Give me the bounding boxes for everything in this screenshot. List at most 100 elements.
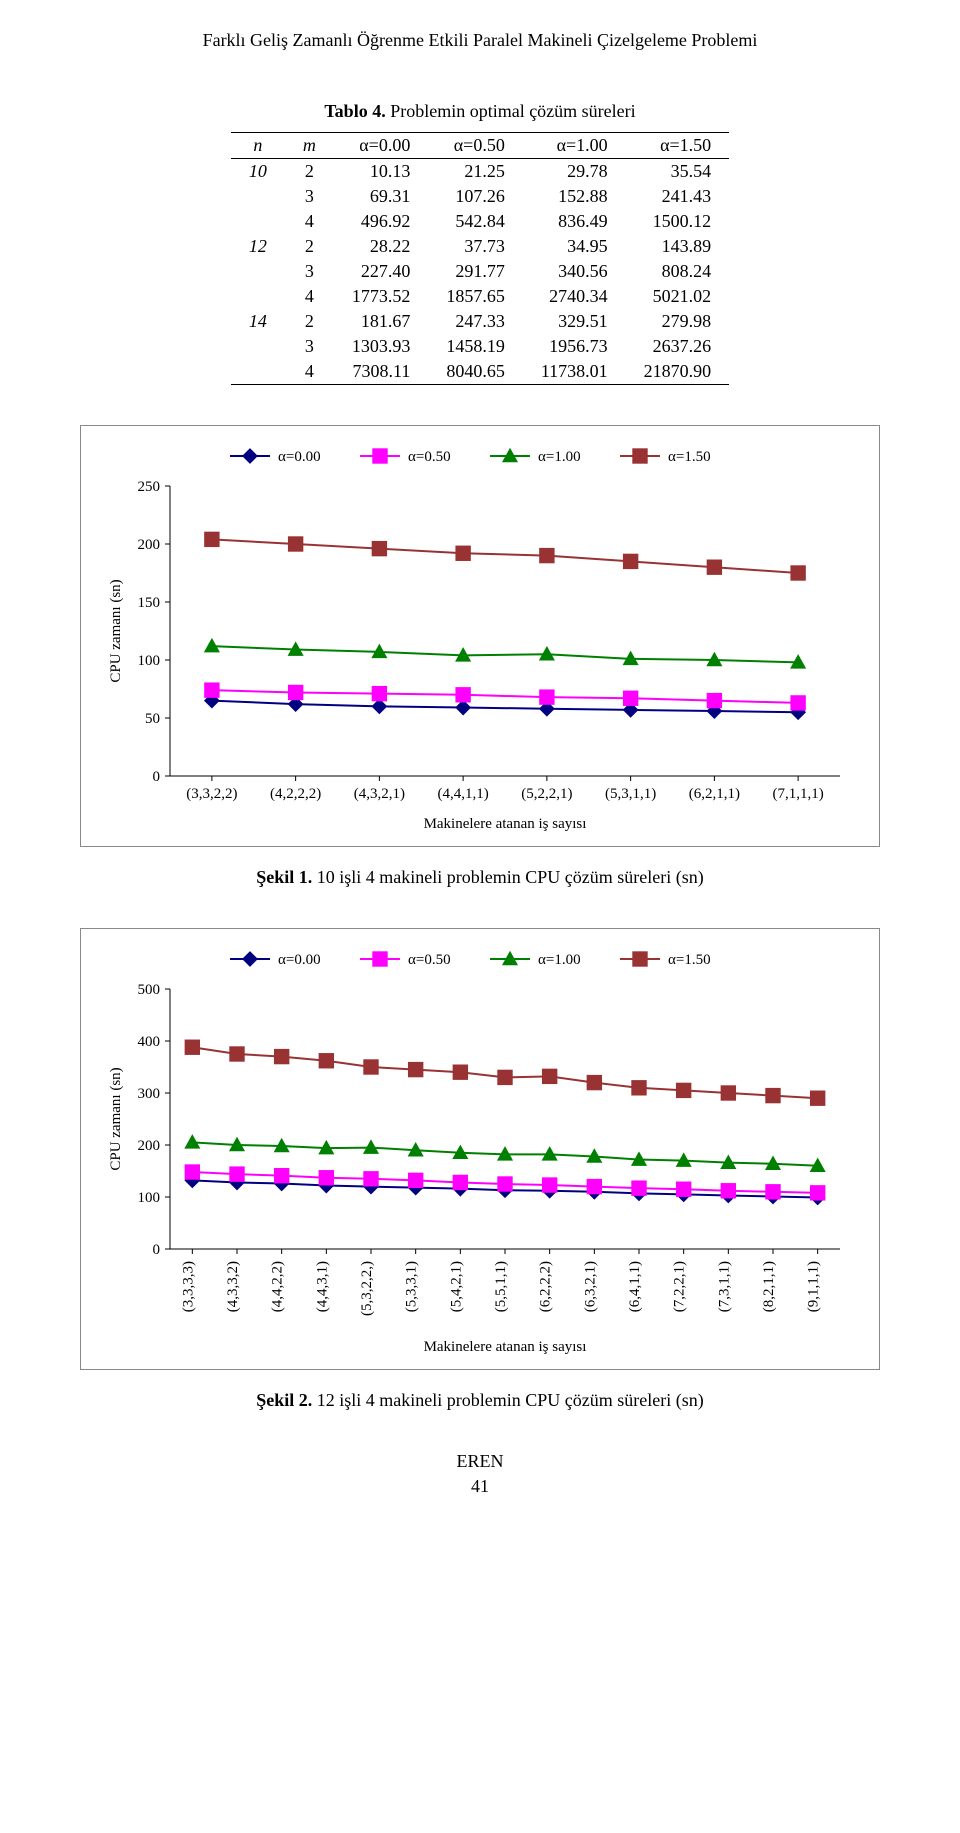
cell-value: 8040.65 xyxy=(428,359,523,385)
svg-text:0: 0 xyxy=(153,769,161,785)
cell-m: 2 xyxy=(285,309,334,334)
cell-value: 808.24 xyxy=(626,259,730,284)
cell-m: 3 xyxy=(285,334,334,359)
svg-text:100: 100 xyxy=(138,653,161,669)
cell-value: 11738.01 xyxy=(523,359,626,385)
cell-n xyxy=(231,184,285,209)
table-row: 142181.67247.33329.51279.98 xyxy=(231,309,729,334)
cell-value: 10.13 xyxy=(334,159,429,185)
cell-value: 340.56 xyxy=(523,259,626,284)
th-a0: α=0.00 xyxy=(334,133,429,159)
svg-text:(5,3,1,1): (5,3,1,1) xyxy=(605,786,656,802)
th-n: n xyxy=(231,133,285,159)
svg-text:α=0.50: α=0.50 xyxy=(408,952,451,968)
svg-text:(6,4,1,1): (6,4,1,1) xyxy=(627,1261,643,1312)
svg-text:α=0.00: α=0.00 xyxy=(278,952,321,968)
cell-m: 2 xyxy=(285,234,334,259)
svg-text:(5,2,2,1): (5,2,2,1) xyxy=(521,786,572,802)
cell-value: 1857.65 xyxy=(428,284,523,309)
cell-n xyxy=(231,284,285,309)
fig2-caption: Şekil 2. 12 işli 4 makineli problemin CP… xyxy=(40,1390,920,1411)
cell-value: 329.51 xyxy=(523,309,626,334)
cell-n xyxy=(231,259,285,284)
fig2-caption-bold: Şekil 2. xyxy=(256,1390,312,1410)
cell-value: 1956.73 xyxy=(523,334,626,359)
cell-n xyxy=(231,334,285,359)
svg-text:CPU zamanı (sn): CPU zamanı (sn) xyxy=(108,1067,124,1170)
cell-value: 2740.34 xyxy=(523,284,626,309)
cell-m: 2 xyxy=(285,159,334,185)
svg-text:(5,3,3,1): (5,3,3,1) xyxy=(404,1261,420,1312)
cell-value: 29.78 xyxy=(523,159,626,185)
cell-value: 241.43 xyxy=(626,184,730,209)
svg-text:(7,2,2,1): (7,2,2,1) xyxy=(672,1261,688,1312)
cell-value: 1303.93 xyxy=(334,334,429,359)
svg-text:(5,3,2,2,): (5,3,2,2,) xyxy=(359,1261,375,1316)
table-caption-bold: Tablo 4. xyxy=(324,101,385,121)
cell-value: 291.77 xyxy=(428,259,523,284)
svg-text:α=1.50: α=1.50 xyxy=(668,952,711,968)
th-a3: α=1.50 xyxy=(626,133,730,159)
table-row: 10210.1321.2529.7835.54 xyxy=(231,159,729,185)
svg-text:50: 50 xyxy=(145,711,160,727)
svg-text:(7,3,1,1): (7,3,1,1) xyxy=(716,1261,732,1312)
svg-text:(4,4,3,1): (4,4,3,1) xyxy=(314,1261,330,1312)
cell-value: 7308.11 xyxy=(334,359,429,385)
cell-m: 4 xyxy=(285,359,334,385)
chart1-svg: α=0.00α=0.50α=1.00α=1.50050100150200250(… xyxy=(100,436,860,836)
chart2-container: α=0.00α=0.50α=1.00α=1.500100200300400500… xyxy=(80,928,880,1370)
svg-text:α=1.00: α=1.00 xyxy=(538,952,581,968)
svg-text:Makinelere atanan iş sayısı: Makinelere atanan iş sayısı xyxy=(424,816,587,832)
svg-text:(5,4,2,1): (5,4,2,1) xyxy=(448,1261,464,1312)
svg-text:(7,1,1,1): (7,1,1,1) xyxy=(773,786,824,802)
cell-m: 4 xyxy=(285,209,334,234)
table-caption-rest: Problemin optimal çözüm süreleri xyxy=(386,101,636,121)
cell-value: 1773.52 xyxy=(334,284,429,309)
svg-text:0: 0 xyxy=(153,1242,161,1258)
cell-m: 4 xyxy=(285,284,334,309)
cell-value: 2637.26 xyxy=(626,334,730,359)
cell-value: 21870.90 xyxy=(626,359,730,385)
cell-value: 37.73 xyxy=(428,234,523,259)
svg-text:Makinelere atanan iş sayısı: Makinelere atanan iş sayısı xyxy=(424,1339,587,1355)
cell-m: 3 xyxy=(285,259,334,284)
svg-text:200: 200 xyxy=(138,537,161,553)
svg-text:CPU zamanı (sn): CPU zamanı (sn) xyxy=(108,579,124,682)
svg-text:(4,2,2,2): (4,2,2,2) xyxy=(270,786,321,802)
cell-value: 1500.12 xyxy=(626,209,730,234)
cell-n xyxy=(231,359,285,385)
table-row: 41773.521857.652740.345021.02 xyxy=(231,284,729,309)
chart2-svg: α=0.00α=0.50α=1.00α=1.500100200300400500… xyxy=(100,939,860,1359)
svg-text:α=1.50: α=1.50 xyxy=(668,449,711,465)
cell-n xyxy=(231,209,285,234)
cell-value: 143.89 xyxy=(626,234,730,259)
cell-value: 227.40 xyxy=(334,259,429,284)
svg-text:(3,3,2,2): (3,3,2,2) xyxy=(186,786,237,802)
cell-value: 69.31 xyxy=(334,184,429,209)
svg-text:(3,3,3,3): (3,3,3,3) xyxy=(180,1261,196,1312)
svg-text:(8,2,1,1): (8,2,1,1) xyxy=(761,1261,777,1312)
cell-value: 28.22 xyxy=(334,234,429,259)
cell-value: 181.67 xyxy=(334,309,429,334)
svg-text:(4,4,2,2): (4,4,2,2) xyxy=(270,1261,286,1312)
data-table: n m α=0.00 α=0.50 α=1.00 α=1.50 10210.13… xyxy=(231,132,729,385)
footer-author: EREN xyxy=(40,1451,920,1472)
table-row: 12228.2237.7334.95143.89 xyxy=(231,234,729,259)
table-caption: Tablo 4. Problemin optimal çözüm süreler… xyxy=(40,101,920,122)
cell-value: 5021.02 xyxy=(626,284,730,309)
svg-text:(6,3,2,1): (6,3,2,1) xyxy=(582,1261,598,1312)
svg-text:α=0.50: α=0.50 xyxy=(408,449,451,465)
table-header-row: n m α=0.00 α=0.50 α=1.00 α=1.50 xyxy=(231,133,729,159)
fig1-caption-rest: 10 işli 4 makineli problemin CPU çözüm s… xyxy=(312,867,703,887)
table-row: 47308.118040.6511738.0121870.90 xyxy=(231,359,729,385)
svg-text:(4,3,2,1): (4,3,2,1) xyxy=(354,786,405,802)
svg-text:100: 100 xyxy=(138,1190,161,1206)
cell-n: 10 xyxy=(231,159,285,185)
svg-text:150: 150 xyxy=(138,595,161,611)
svg-text:(5,5,1,1): (5,5,1,1) xyxy=(493,1261,509,1312)
cell-value: 107.26 xyxy=(428,184,523,209)
cell-value: 34.95 xyxy=(523,234,626,259)
th-a2: α=1.00 xyxy=(523,133,626,159)
chart1-container: α=0.00α=0.50α=1.00α=1.50050100150200250(… xyxy=(80,425,880,847)
cell-value: 21.25 xyxy=(428,159,523,185)
